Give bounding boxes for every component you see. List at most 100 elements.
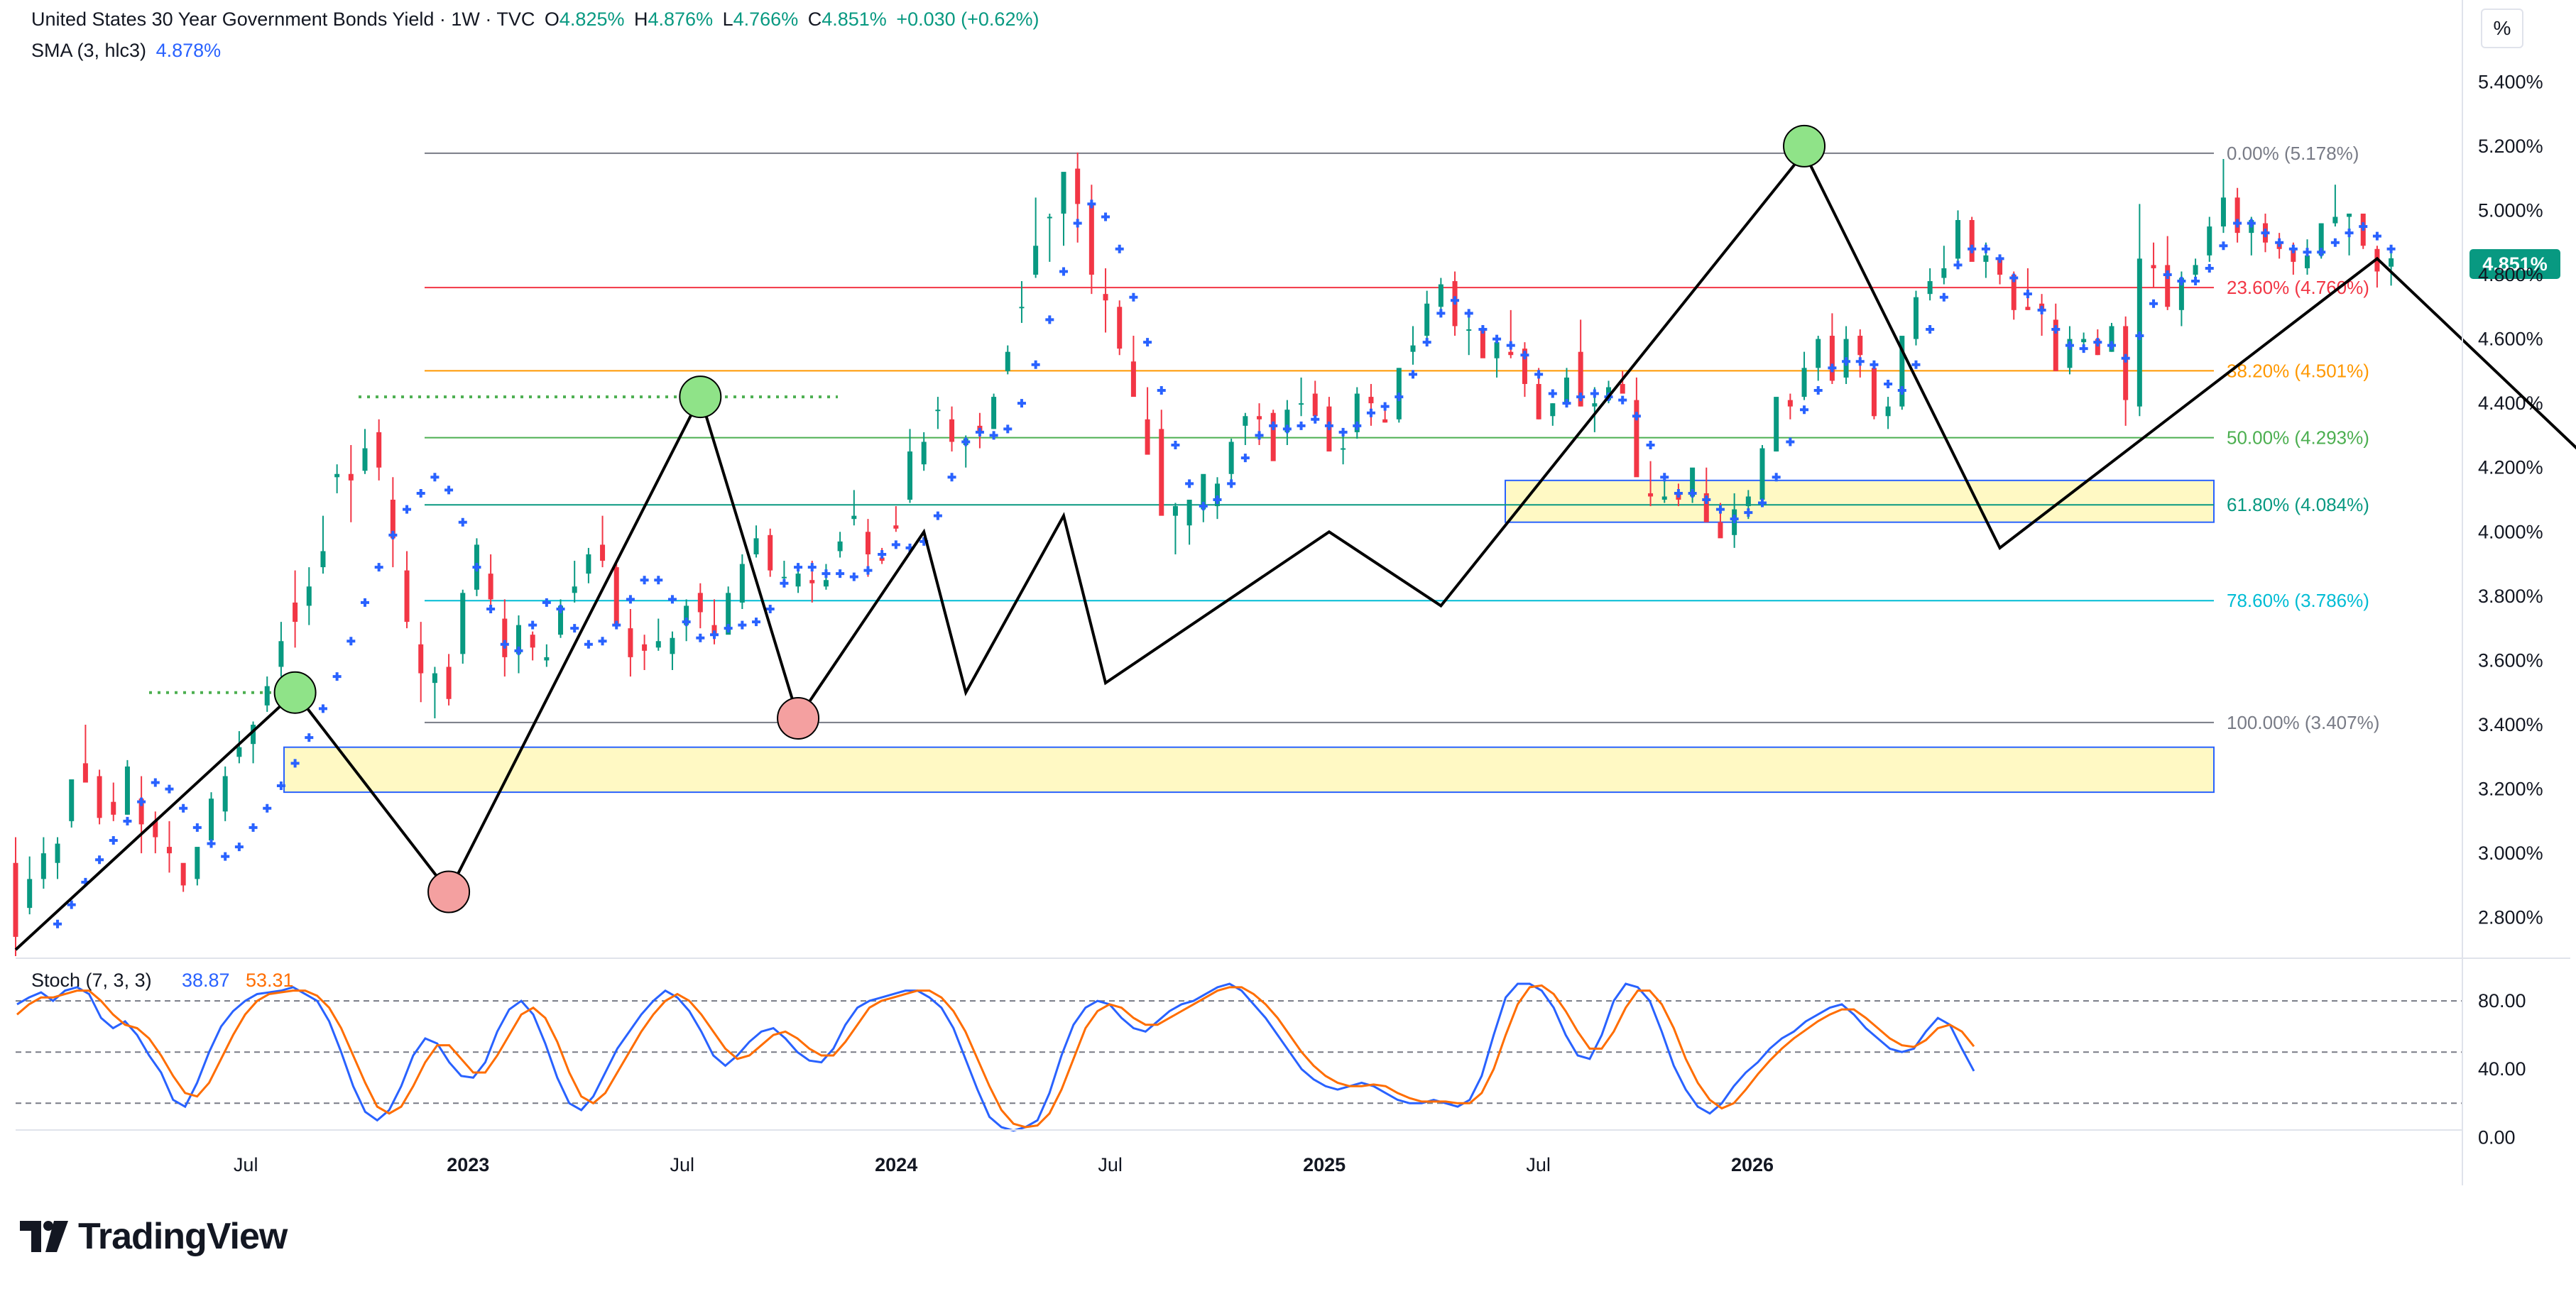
price-axis-tick: 2.800% [2478, 907, 2543, 928]
sma-marker [388, 530, 398, 539]
sma-marker [1143, 338, 1152, 347]
sma-marker [458, 517, 467, 527]
sma-marker [765, 604, 775, 613]
candle-body [1005, 351, 1010, 371]
candle-body [837, 541, 843, 552]
candle-body [1243, 416, 1248, 426]
sma-marker [2219, 241, 2228, 251]
sma-marker [305, 733, 314, 742]
sma-marker [1744, 508, 1753, 517]
candle-body [865, 532, 871, 554]
candle-body [1899, 336, 1905, 407]
candle-body [753, 538, 759, 554]
candle-body [124, 766, 130, 815]
sma-marker [1338, 427, 1348, 437]
candle-body [1620, 383, 1625, 394]
fib-level-label: 78.60% (3.786%) [2227, 590, 2369, 611]
sma-marker [1269, 421, 1278, 430]
candle-body [166, 847, 172, 854]
stoch-d-value: 53.31 [246, 970, 294, 991]
sma-marker [1059, 267, 1068, 276]
sma-marker [1842, 357, 1851, 366]
sma-marker [2191, 277, 2200, 286]
sma-marker [1240, 454, 1250, 463]
candle-body [935, 410, 941, 412]
candle-body [1885, 406, 1891, 417]
sma-marker [1884, 379, 1893, 388]
sma-marker [1730, 515, 1739, 524]
candle-body [1438, 284, 1443, 307]
candle-body [13, 862, 18, 937]
sma-marker [2303, 248, 2312, 257]
candle-body [1508, 351, 1514, 356]
percent-scale-toggle[interactable]: % [2481, 9, 2523, 48]
candle-body [2053, 319, 2058, 371]
sma-marker [1227, 479, 1236, 488]
sma-marker [1702, 495, 1711, 504]
candle-body [2332, 216, 2338, 224]
sma-marker [1199, 502, 1208, 511]
sma-marker [1255, 431, 1264, 440]
candle-body [446, 667, 452, 699]
sma-marker [1897, 386, 1906, 395]
candle-body [726, 593, 731, 635]
price-axis-tick: 4.400% [2478, 393, 2543, 414]
fib-level-label: 50.00% (4.293%) [2227, 427, 2369, 449]
stoch-axis-tick: 80.00 [2478, 990, 2526, 1011]
candle-body [293, 602, 298, 622]
candle-body [390, 500, 395, 539]
candle-body [2123, 326, 2129, 400]
candle-body [27, 879, 33, 909]
candle-body [558, 605, 564, 635]
candle-body [2318, 223, 2324, 256]
sma-marker [1422, 338, 1431, 347]
sma-marker [2233, 219, 2242, 228]
sma-marker [2359, 222, 2368, 231]
high-label: H [634, 9, 648, 30]
sma-marker [1870, 360, 1879, 369]
sma-marker [1646, 441, 1655, 450]
sma-marker [933, 511, 942, 520]
sma-marker [444, 486, 454, 495]
candle-body [1103, 294, 1108, 301]
sma-value: 4.878% [155, 40, 222, 61]
candle-body [1424, 303, 1430, 336]
sma-marker [1185, 479, 1194, 488]
price-axis-tick: 3.600% [2478, 649, 2543, 671]
symbol-title[interactable]: United States 30 Year Government Bonds Y… [31, 9, 535, 30]
sma-legend[interactable]: SMA (3, hlc3) 4.878% [31, 40, 225, 62]
candle-body [1061, 172, 1066, 214]
price-axis-tick: 3.400% [2478, 714, 2543, 735]
sma-marker [1297, 421, 1306, 430]
sma-marker [1213, 495, 1222, 504]
candle-body [1871, 368, 1877, 417]
candle-body [195, 847, 200, 879]
sma-marker [500, 640, 509, 649]
sma-marker [2345, 229, 2354, 238]
candle-body [1257, 416, 1262, 419]
low-value: 4.766% [733, 9, 799, 30]
sma-marker [1129, 292, 1138, 302]
candle-body [222, 776, 228, 812]
candle-body [879, 557, 885, 561]
sma-marker [2149, 299, 2159, 308]
sma-marker [2288, 244, 2298, 253]
sma-marker [1953, 260, 1963, 270]
sma-marker [2205, 263, 2214, 273]
price-pane: 5.400% 5.200% 5.000% 4.800% 4.600% 4.400% 4.20… [13, 71, 2576, 957]
time-axis-tick: Jul [1526, 1154, 1551, 1175]
candle-body [138, 799, 144, 825]
candle-body [851, 515, 857, 520]
sma-marker [290, 759, 300, 768]
candle-body [1536, 383, 1541, 419]
candle-body [1745, 496, 1751, 507]
sma-marker [1282, 424, 1292, 434]
sma-marker [179, 803, 188, 813]
candle-body [69, 779, 75, 821]
sma-marker [374, 563, 383, 572]
candle-body [1019, 307, 1025, 309]
pivot-high-marker [1783, 124, 1826, 168]
tradingview-logo[interactable]: TradingView [20, 1216, 288, 1257]
candle-body [530, 635, 535, 648]
